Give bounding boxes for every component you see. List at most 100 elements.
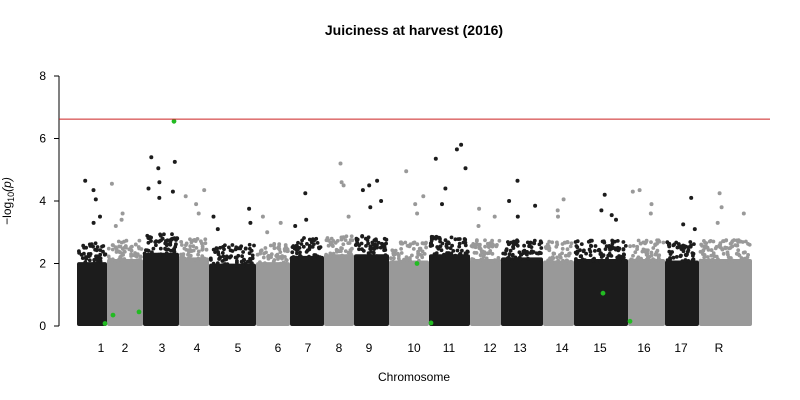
snp-point <box>560 251 564 256</box>
snp-point <box>510 253 515 258</box>
snp-point <box>188 244 193 249</box>
snp-point <box>565 247 570 252</box>
snp-point <box>211 261 216 266</box>
snp-point <box>699 242 704 247</box>
snp-point <box>168 238 173 242</box>
snp-point <box>122 257 127 261</box>
snp-point <box>525 252 529 257</box>
snp-point <box>165 242 170 247</box>
snp-point <box>248 220 253 225</box>
snp-point <box>95 245 100 249</box>
snp-point <box>643 241 647 246</box>
snp-point <box>180 253 185 258</box>
snp-point <box>329 236 334 241</box>
snp-point <box>94 263 99 267</box>
snp-point <box>245 264 250 269</box>
snp-point <box>434 251 439 256</box>
snp-point <box>631 253 635 258</box>
snp-point <box>588 253 593 258</box>
snp-point <box>84 245 88 250</box>
x-tick-label-9: 9 <box>366 341 373 355</box>
snp-point <box>123 244 128 249</box>
chromosome-column-17 <box>665 260 699 326</box>
x-tick-labels: 1 2 3 4 5 6 7 8 9 10 11 12 13 14 15 16 17 R <box>98 341 724 355</box>
snp-point <box>665 240 670 245</box>
snp-point <box>707 258 712 262</box>
snp-point <box>415 211 420 216</box>
snp-point <box>681 222 686 227</box>
chromosome-column-1 <box>77 262 107 326</box>
snp-point <box>433 156 438 161</box>
snp-point <box>339 249 343 254</box>
snp-point <box>191 244 196 249</box>
snp-point <box>429 238 434 243</box>
chromosome-column-R <box>699 258 752 326</box>
y-tick-label: 8 <box>39 69 46 83</box>
snp-point <box>120 211 125 216</box>
snp-point <box>459 142 464 147</box>
snp-point <box>349 234 354 239</box>
snp-point <box>653 243 658 248</box>
snp-point <box>598 259 603 264</box>
chromosome-column-10 <box>389 260 429 326</box>
snp-point <box>88 252 93 256</box>
snp-point <box>248 246 252 251</box>
snp-point <box>515 178 520 183</box>
snp-point <box>507 199 512 203</box>
snp-point <box>607 245 612 250</box>
snp-point <box>709 248 714 253</box>
snp-point <box>307 256 312 261</box>
snp-point <box>614 217 618 222</box>
snp-point <box>204 247 209 252</box>
snp-point <box>280 254 285 258</box>
snp-point <box>114 247 119 252</box>
snp-point <box>617 254 621 258</box>
snp-point <box>129 258 134 262</box>
snp-point <box>483 244 487 249</box>
x-tick-label-2: 2 <box>122 341 129 355</box>
snp-point <box>314 236 319 241</box>
chromosome-column-12 <box>470 258 501 326</box>
snp-point <box>511 246 516 251</box>
snp-point <box>179 240 184 244</box>
snp-point <box>296 240 300 245</box>
snp-point <box>215 227 220 232</box>
snp-point <box>455 248 460 253</box>
snp-point <box>645 251 650 256</box>
snp-point <box>367 183 372 188</box>
snp-point <box>284 258 289 263</box>
snp-point <box>598 252 603 256</box>
snp-point <box>631 244 636 248</box>
snp-point <box>113 224 118 228</box>
snp-point <box>579 242 584 247</box>
snp-point <box>548 256 552 261</box>
snp-point <box>285 247 290 252</box>
snp-point <box>649 202 654 207</box>
snp-point <box>569 241 574 246</box>
snp-point <box>166 247 171 252</box>
snp-point <box>728 246 733 250</box>
snp-point <box>137 238 142 243</box>
snp-point <box>495 243 499 247</box>
snp-point <box>644 238 649 243</box>
snp-point <box>529 245 534 250</box>
snp-point <box>138 254 143 259</box>
snp-point <box>119 217 124 222</box>
snp-point <box>211 214 216 219</box>
snp-point <box>746 242 750 246</box>
snp-point <box>638 241 643 246</box>
snp-point <box>481 254 486 259</box>
snp-point <box>716 257 720 262</box>
highlighted-snp-point <box>627 318 633 324</box>
snp-point <box>360 234 365 239</box>
chromosome-column-9 <box>354 254 389 326</box>
snp-point <box>137 246 142 251</box>
snp-point <box>587 247 592 252</box>
snp-point <box>578 248 582 253</box>
snp-point <box>635 247 639 252</box>
snp-point <box>149 239 153 243</box>
snp-point <box>164 251 169 256</box>
x-tick-label-6: 6 <box>275 341 282 355</box>
snp-point <box>529 249 534 254</box>
snp-point <box>343 238 348 243</box>
